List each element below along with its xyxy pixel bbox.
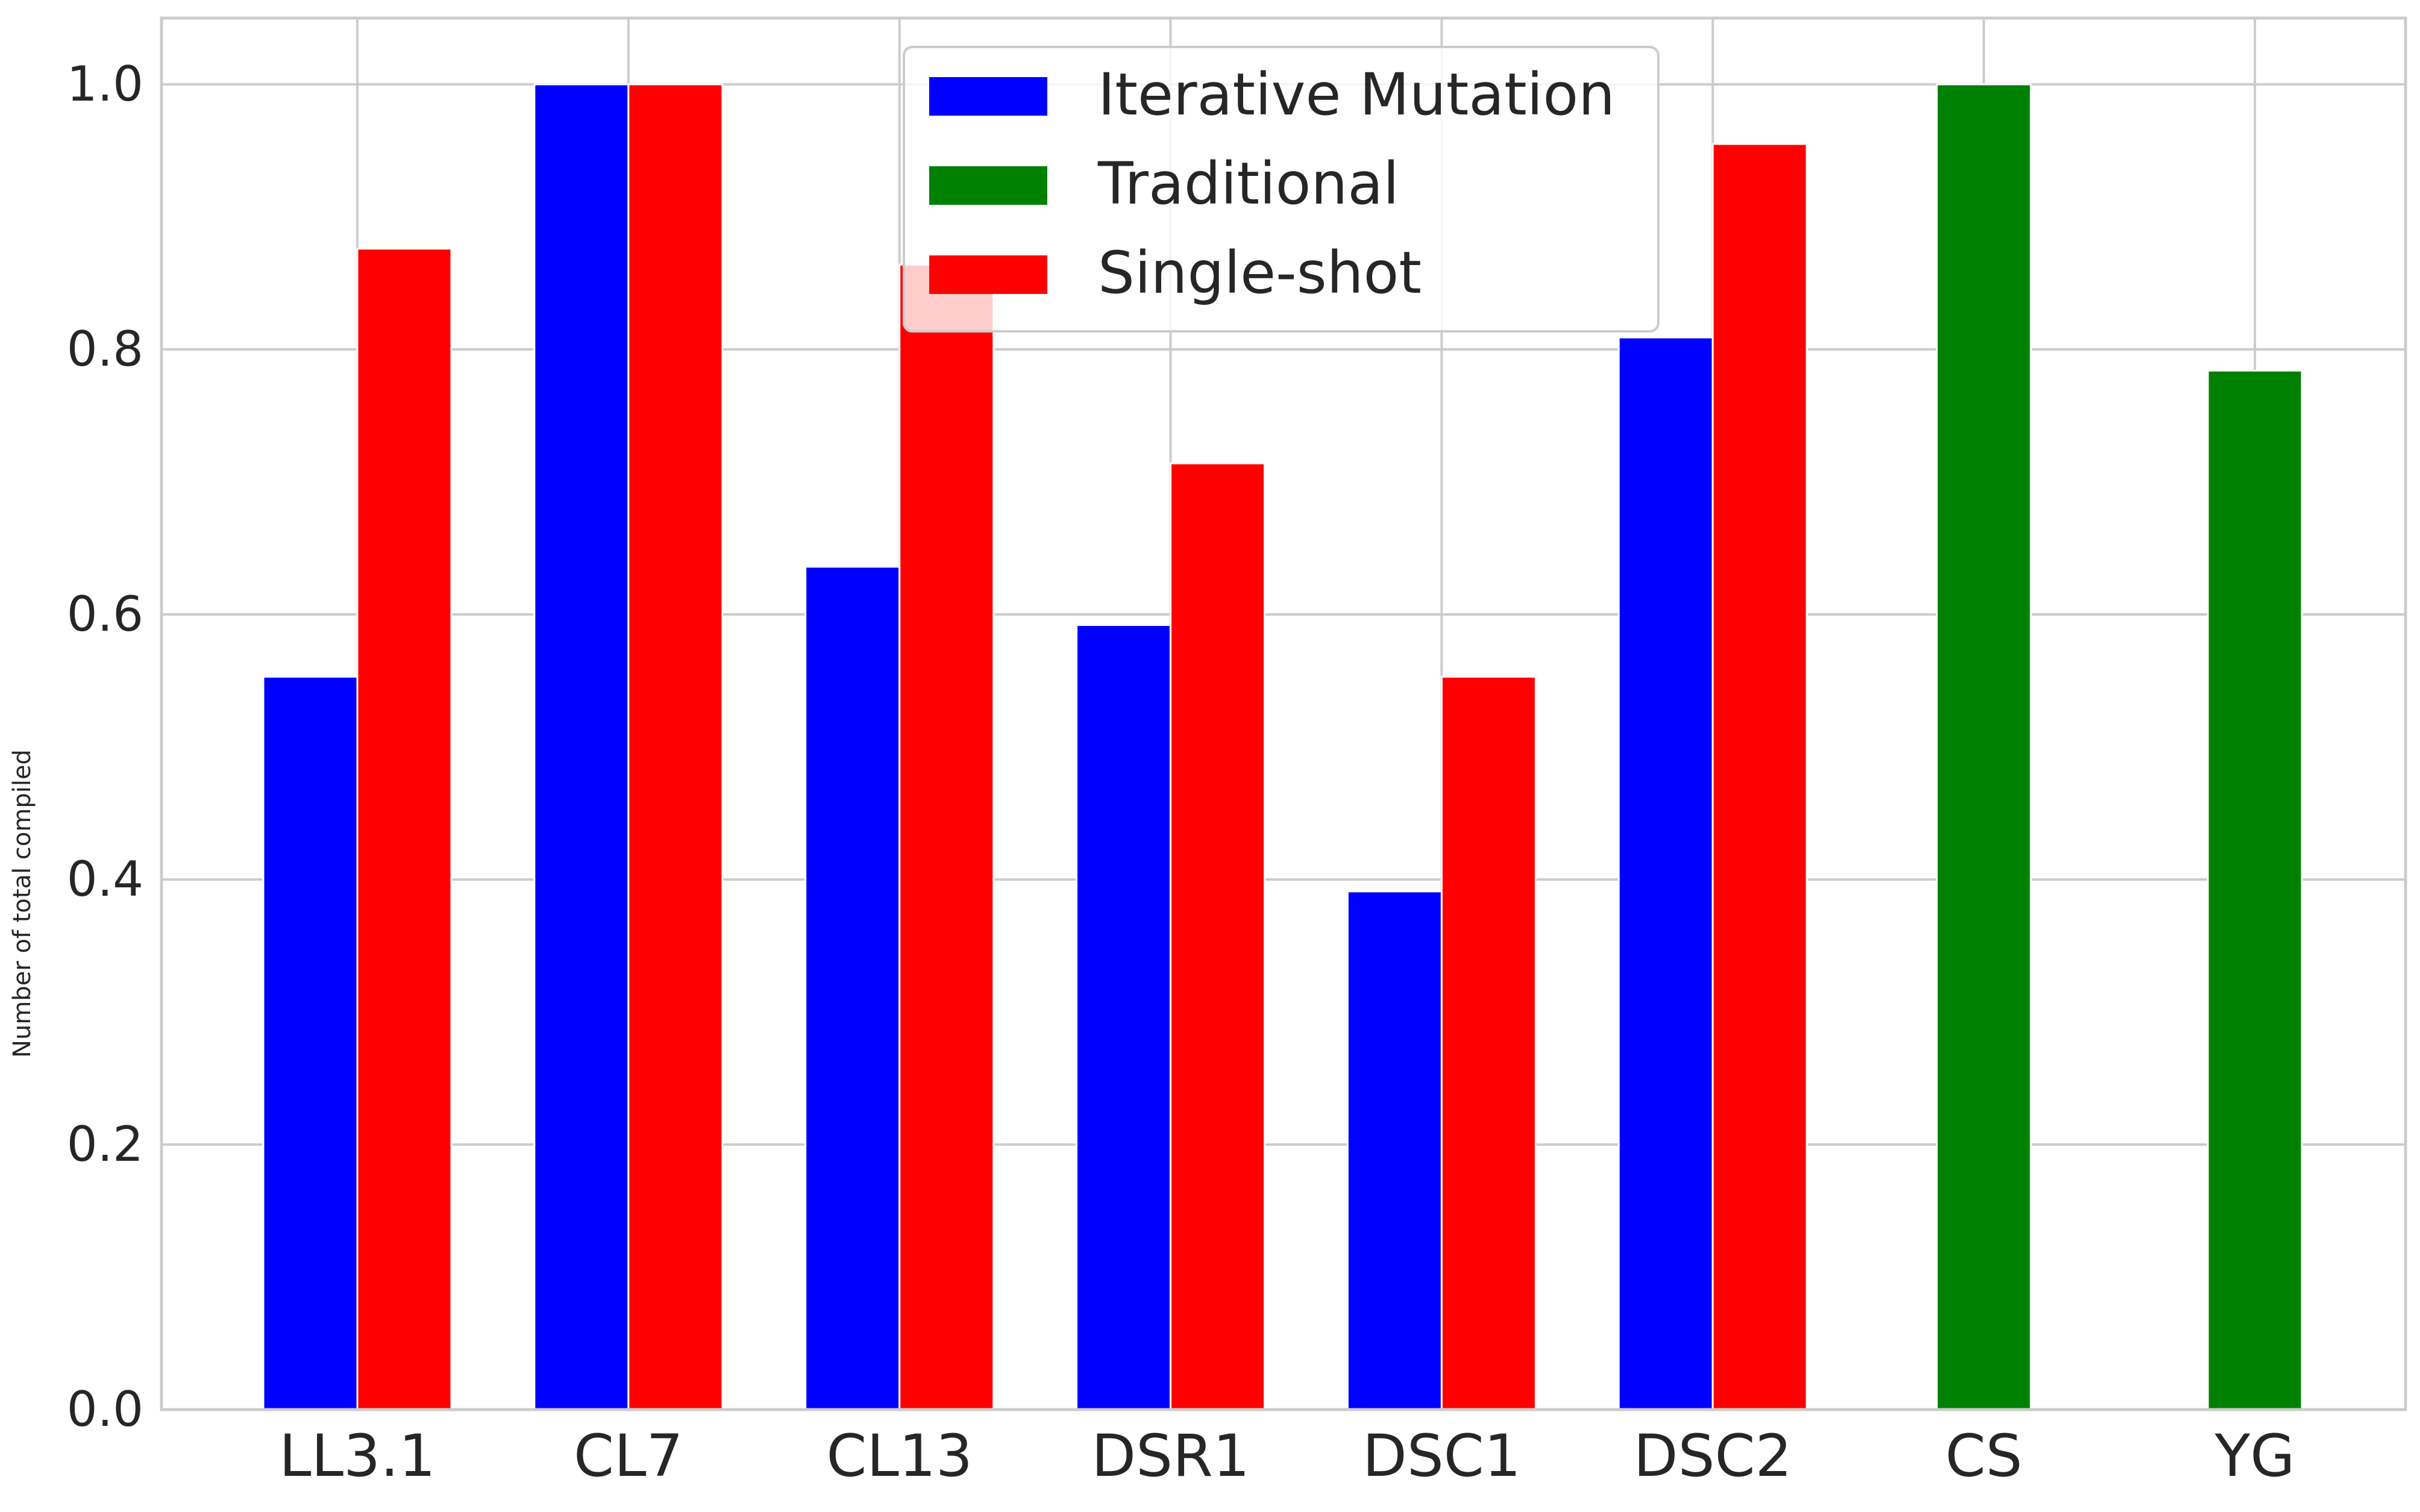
y-tick-label: 0.0 <box>67 1381 143 1437</box>
x-tick-label: DSR1 <box>1091 1422 1250 1490</box>
bar-iterative-mutation <box>1346 890 1443 1411</box>
y-tick-label: 1.0 <box>67 56 143 112</box>
tick-labels: 0.0 0.2 0.4 0.6 0.8 1.0 LL3.1 CL7 CL13 DSR1 DSC1 DS… <box>67 56 2295 1490</box>
bar-single-shot <box>1440 675 1537 1411</box>
bar-iterative-mutation <box>1617 336 1714 1411</box>
bars <box>262 83 2303 1411</box>
x-tick-label: LL3.1 <box>279 1422 436 1490</box>
y-tick-label: 0.2 <box>67 1116 143 1172</box>
bar-traditional <box>1936 83 2032 1411</box>
axes <box>160 16 2407 1411</box>
x-tick-label: CL13 <box>826 1422 973 1490</box>
y-tick-label: 0.6 <box>67 586 143 642</box>
bar-single-shot <box>1170 462 1266 1411</box>
legend-label: Single-shot <box>1098 239 1422 307</box>
x-tick-label: CS <box>1945 1422 2022 1490</box>
x-tick-label: CL7 <box>574 1422 683 1490</box>
bar-traditional <box>2207 369 2303 1411</box>
legend-swatch <box>929 77 1047 116</box>
x-tick-label: YG <box>2214 1422 2295 1490</box>
x-tick-label: DSC1 <box>1362 1422 1521 1490</box>
bar-iterative-mutation <box>533 83 630 1411</box>
bar-iterative-mutation <box>1076 624 1172 1411</box>
legend-swatch <box>929 255 1047 294</box>
bar-iterative-mutation <box>262 675 359 1411</box>
y-tick-label: 0.4 <box>67 851 143 907</box>
y-axis-label: Number of total compiled <box>8 749 36 1058</box>
bar-single-shot <box>627 83 724 1411</box>
legend-box <box>903 46 1660 333</box>
bar-single-shot <box>898 263 995 1411</box>
x-tick-label: DSC2 <box>1634 1422 1792 1490</box>
legend-label: Iterative Mutation <box>1098 61 1615 128</box>
bar-single-shot <box>1711 143 1808 1411</box>
bar-single-shot <box>356 248 453 1411</box>
legend: Iterative Mutation Traditional Single-shot <box>903 46 1660 333</box>
legend-label: Traditional <box>1097 150 1399 217</box>
legend-swatch <box>929 166 1047 205</box>
y-tick-label: 0.8 <box>67 321 143 377</box>
bar-iterative-mutation <box>804 566 901 1411</box>
plot-frame <box>160 16 2407 1411</box>
